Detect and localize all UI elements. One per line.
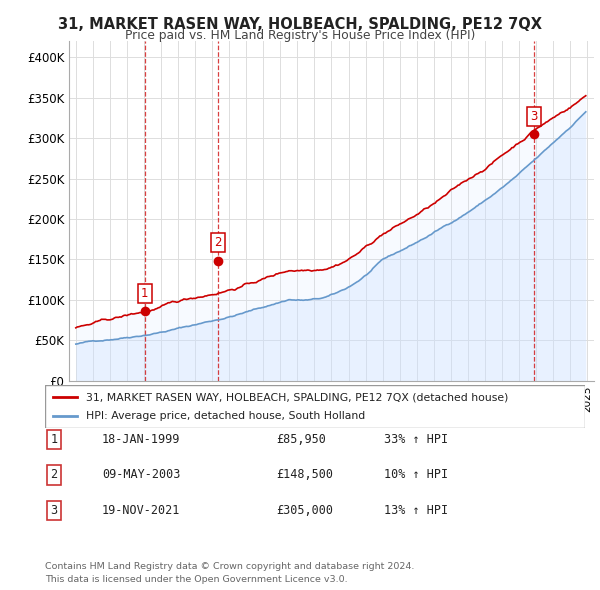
Text: 2: 2: [214, 236, 222, 250]
Text: 1: 1: [141, 287, 149, 300]
FancyBboxPatch shape: [45, 385, 585, 428]
Text: £148,500: £148,500: [276, 468, 333, 481]
Text: Contains HM Land Registry data © Crown copyright and database right 2024.: Contains HM Land Registry data © Crown c…: [45, 562, 415, 571]
Text: HPI: Average price, detached house, South Holland: HPI: Average price, detached house, Sout…: [86, 411, 365, 421]
Text: 2: 2: [50, 468, 58, 481]
Text: 1: 1: [50, 433, 58, 446]
Text: 33% ↑ HPI: 33% ↑ HPI: [384, 433, 448, 446]
Text: 10% ↑ HPI: 10% ↑ HPI: [384, 468, 448, 481]
Text: 19-NOV-2021: 19-NOV-2021: [102, 504, 181, 517]
Text: 18-JAN-1999: 18-JAN-1999: [102, 433, 181, 446]
Text: Price paid vs. HM Land Registry's House Price Index (HPI): Price paid vs. HM Land Registry's House …: [125, 30, 475, 42]
Text: 31, MARKET RASEN WAY, HOLBEACH, SPALDING, PE12 7QX: 31, MARKET RASEN WAY, HOLBEACH, SPALDING…: [58, 17, 542, 31]
Text: 09-MAY-2003: 09-MAY-2003: [102, 468, 181, 481]
Text: 3: 3: [530, 110, 538, 123]
Text: 31, MARKET RASEN WAY, HOLBEACH, SPALDING, PE12 7QX (detached house): 31, MARKET RASEN WAY, HOLBEACH, SPALDING…: [86, 392, 508, 402]
Text: £305,000: £305,000: [276, 504, 333, 517]
Text: 3: 3: [50, 504, 58, 517]
Text: This data is licensed under the Open Government Licence v3.0.: This data is licensed under the Open Gov…: [45, 575, 347, 584]
Text: 13% ↑ HPI: 13% ↑ HPI: [384, 504, 448, 517]
Text: £85,950: £85,950: [276, 433, 326, 446]
